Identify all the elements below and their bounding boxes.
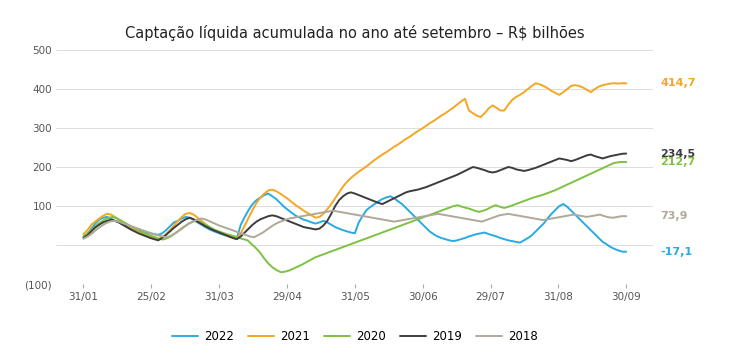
2021 xyxy=(79,232,88,236)
Line: 2019: 2019 xyxy=(83,154,626,240)
2019 xyxy=(429,182,438,186)
2022 xyxy=(87,226,96,231)
2018 xyxy=(622,214,631,218)
Line: 2022: 2022 xyxy=(83,193,626,252)
Text: 414,7: 414,7 xyxy=(660,78,696,88)
2022 xyxy=(79,234,88,239)
2020 xyxy=(441,207,450,211)
2022 xyxy=(622,250,631,254)
Line: 2021: 2021 xyxy=(83,83,626,239)
2020 xyxy=(315,254,324,258)
2019 xyxy=(154,238,163,242)
2019 xyxy=(622,152,631,156)
Text: 73,9: 73,9 xyxy=(660,211,688,221)
2021 xyxy=(622,81,631,86)
2020 xyxy=(276,270,285,274)
2018 xyxy=(421,214,430,218)
2022 xyxy=(366,205,375,209)
2018 xyxy=(219,225,228,229)
2021 xyxy=(531,81,540,85)
2020 xyxy=(508,203,517,207)
2020 xyxy=(617,160,626,164)
2018 xyxy=(552,215,561,220)
2020 xyxy=(483,207,492,211)
Line: 2018: 2018 xyxy=(83,211,626,239)
2019 xyxy=(83,233,92,237)
Legend: 2022, 2021, 2020, 2019, 2018: 2022, 2021, 2020, 2019, 2018 xyxy=(167,326,542,348)
Text: 234,5: 234,5 xyxy=(660,149,695,159)
2021 xyxy=(618,81,627,85)
2022 xyxy=(390,196,399,200)
2022 xyxy=(264,191,273,196)
2018 xyxy=(591,213,600,218)
2021 xyxy=(83,228,92,232)
2020 xyxy=(622,160,631,164)
2018 xyxy=(328,209,337,213)
Text: -17,1: -17,1 xyxy=(660,247,692,257)
2021 xyxy=(154,237,163,241)
2020 xyxy=(79,234,88,239)
2021 xyxy=(87,223,96,227)
2018 xyxy=(206,219,215,224)
2022 xyxy=(429,232,438,236)
2022 xyxy=(614,248,623,253)
2020 xyxy=(365,235,374,239)
2021 xyxy=(390,144,399,149)
2019 xyxy=(79,236,88,240)
2021 xyxy=(429,119,438,123)
2019 xyxy=(366,198,375,202)
2022 xyxy=(83,232,92,236)
2018 xyxy=(538,218,547,222)
2019 xyxy=(614,152,623,157)
2019 xyxy=(87,229,96,234)
Text: 212,7: 212,7 xyxy=(660,157,695,167)
Title: Captação líquida acumulada no ano até setembro – R$ bilhões: Captação líquida acumulada no ano até se… xyxy=(125,25,585,41)
2021 xyxy=(366,161,375,165)
Line: 2020: 2020 xyxy=(83,162,626,272)
2020 xyxy=(226,233,235,237)
2019 xyxy=(390,196,399,200)
2018 xyxy=(79,237,88,241)
